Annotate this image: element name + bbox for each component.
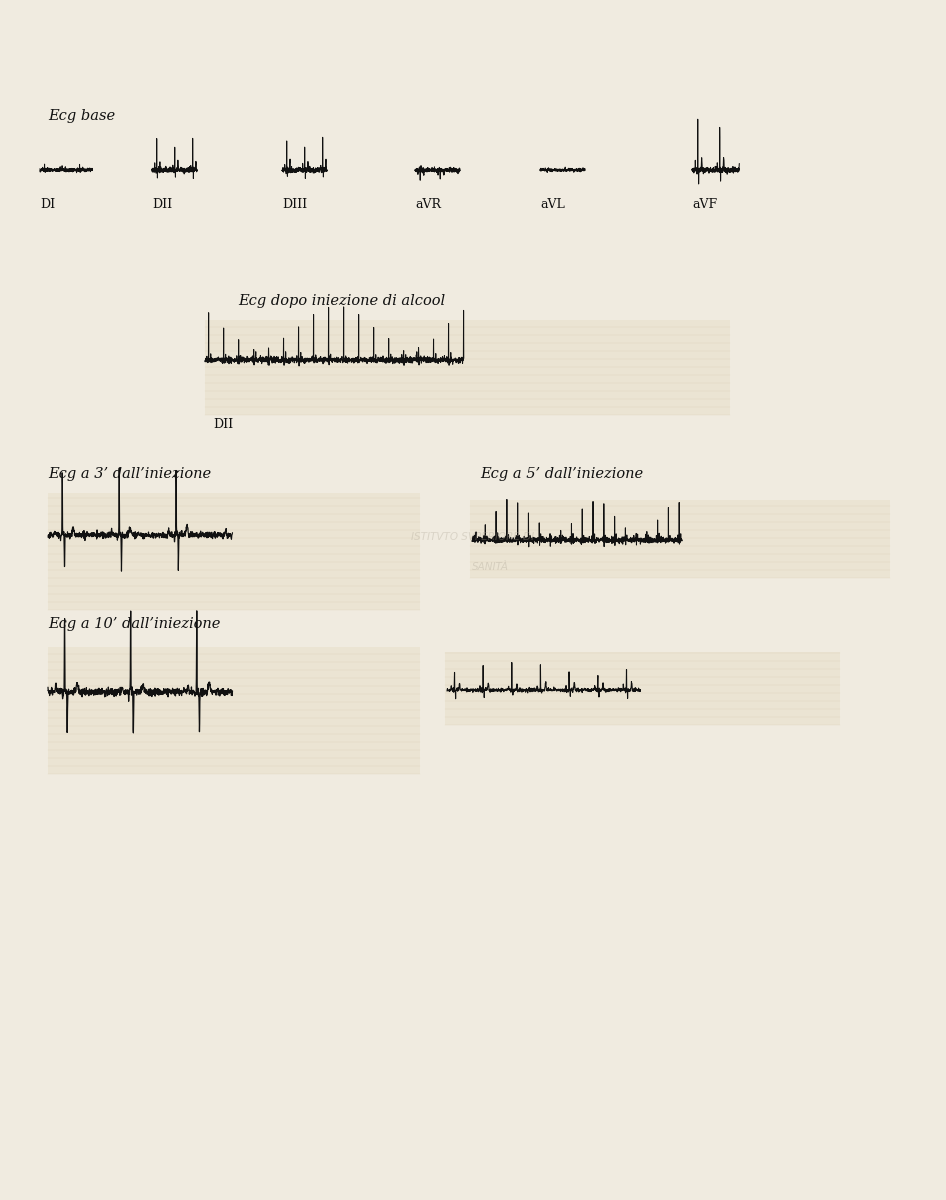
Text: aVR: aVR xyxy=(415,198,441,211)
Text: Ecg base: Ecg base xyxy=(48,109,115,122)
Text: Ecg dopo iniezione di alcool: Ecg dopo iniezione di alcool xyxy=(238,294,446,308)
Text: Ecg a 5’ dall’iniezione: Ecg a 5’ dall’iniezione xyxy=(480,467,643,481)
Bar xyxy=(48,647,420,774)
Text: DIII: DIII xyxy=(282,198,307,211)
Bar xyxy=(48,493,420,610)
Text: Ecg a 3’ dall’iniezione: Ecg a 3’ dall’iniezione xyxy=(48,467,211,481)
Text: aVL: aVL xyxy=(540,198,565,211)
Text: aVF: aVF xyxy=(692,198,717,211)
Text: Ecg a 10’ dall’iniezione: Ecg a 10’ dall’iniezione xyxy=(48,617,220,631)
Text: ISTITVTO SVPERIORE DI: ISTITVTO SVPERIORE DI xyxy=(412,532,534,542)
Text: DI: DI xyxy=(40,198,55,211)
Text: SANITÀ: SANITÀ xyxy=(471,562,509,572)
Bar xyxy=(470,500,890,578)
Bar xyxy=(205,320,730,415)
Bar xyxy=(445,652,840,725)
Text: DII: DII xyxy=(213,418,233,431)
Text: DII: DII xyxy=(152,198,172,211)
